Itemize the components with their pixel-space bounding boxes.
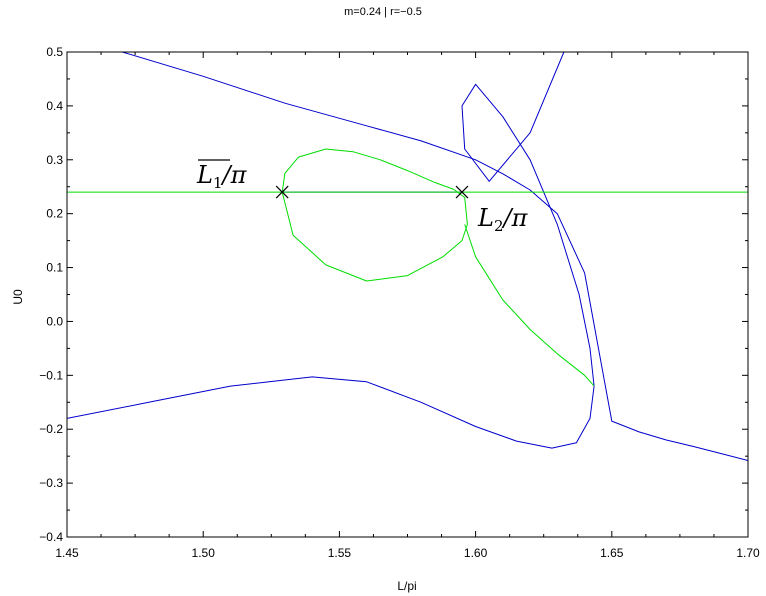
series-line-green-5 — [464, 224, 595, 387]
chart-title: m=0.24 | r=−0.5 — [344, 6, 422, 18]
x-tick-label: 1.70 — [736, 546, 760, 560]
x-axis-title: L/pi — [397, 579, 416, 593]
series-line-blue-1 — [67, 52, 595, 449]
x-tick-label: 1.55 — [328, 546, 352, 560]
marker-point-2 — [455, 185, 469, 199]
axis-ticks: 1.45 1.50 1.55 1.60 1.65 1.70 −0.4 −0.3 −0.2 −0.1… — [39, 45, 760, 560]
annotations: L1/π L2/π — [196, 159, 529, 235]
series-line-blue-0 — [122, 52, 748, 461]
annotation-l1-over-pi: L1/π — [196, 161, 248, 192]
x-tick-label: 1.65 — [600, 546, 624, 560]
marker-point-1 — [275, 185, 289, 199]
y-tick-label: −0.3 — [39, 476, 63, 490]
y-tick-label: 0.2 — [46, 207, 63, 221]
plot-area — [67, 52, 748, 461]
y-tick-label: 0.4 — [46, 99, 63, 113]
y-tick-label: −0.4 — [39, 530, 63, 544]
y-axis-title: U0 — [11, 289, 25, 305]
y-tick-label: 0.1 — [46, 261, 63, 275]
y-tick-label: −0.2 — [39, 422, 63, 436]
y-tick-label: 0.3 — [46, 153, 63, 167]
x-tick-label: 1.60 — [464, 546, 488, 560]
series-line-green-4 — [281, 148, 468, 282]
y-tick-label: −0.1 — [39, 368, 63, 382]
y-tick-label: 0.0 — [46, 314, 63, 328]
x-tick-label: 1.50 — [192, 546, 216, 560]
y-tick-label: 0.5 — [46, 45, 63, 59]
annotation-l2-over-pi: L2/π — [477, 204, 529, 235]
plot-frame — [66, 51, 749, 538]
x-tick-label: 1.45 — [55, 546, 79, 560]
